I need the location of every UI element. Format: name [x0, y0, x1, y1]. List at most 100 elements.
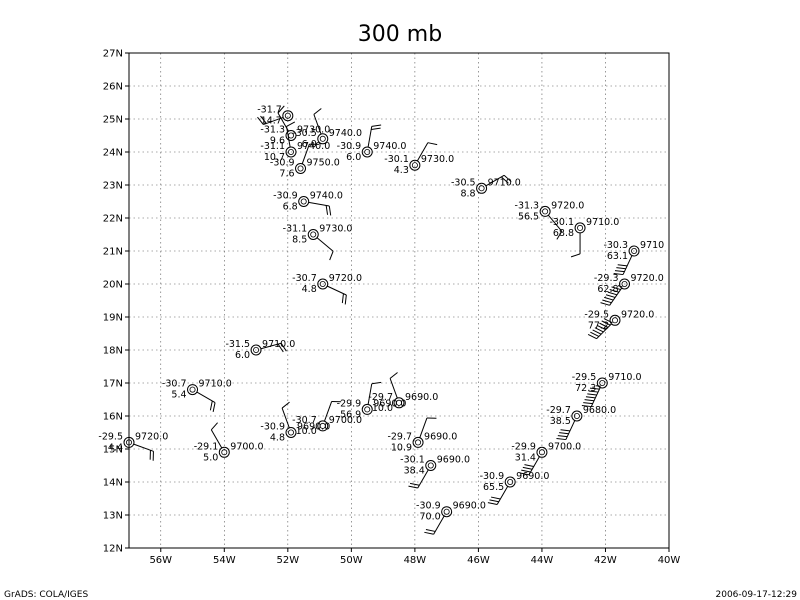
- chart-title: 300 mb: [358, 22, 442, 47]
- station-temperature: -29.5: [584, 309, 609, 320]
- station-markers: -31.714.7-31.39.69730.0-30.56.09740.0-31…: [98, 105, 664, 535]
- station-model: -31.356.5 9720.0: [515, 200, 584, 240]
- station-circle-inner: [287, 429, 294, 436]
- y-tick-label: 22N: [103, 214, 123, 225]
- x-tick-label: 40W: [658, 555, 681, 566]
- station-height: 9690.0: [297, 422, 330, 433]
- wind-barb-shaft: [590, 387, 601, 407]
- station-temperature: -29.5: [98, 431, 123, 442]
- station-height: 9710.0: [262, 339, 295, 350]
- wind-barb-shaft: [327, 285, 347, 296]
- station-circle-outer: [218, 446, 230, 458]
- wind-barb-shaft: [367, 383, 373, 405]
- station-circle-outer: [285, 427, 297, 438]
- y-tick-label: 12N: [103, 544, 123, 555]
- wind-barb-shaft: [485, 174, 505, 187]
- station-dewpoint: 70.0: [419, 512, 440, 523]
- station-circle-outer: [425, 460, 437, 471]
- y-tick-label: 23N: [103, 181, 123, 192]
- wind-barb-shaft: [263, 116, 284, 126]
- station-model: -30.96.0 9740.0: [337, 124, 406, 163]
- station-height: 9690.0: [516, 471, 549, 482]
- station-circle-outer: [539, 205, 551, 217]
- station-circle-outer: [441, 506, 453, 518]
- station-circle-outer: [285, 146, 297, 158]
- wind-barb-feather: [616, 267, 626, 270]
- station-height: 9690.0: [373, 398, 406, 409]
- station-temperature: -29.7: [387, 431, 412, 442]
- station-model: -31.18.5 9730.0: [283, 224, 352, 261]
- wind-barb-feather: [560, 429, 571, 432]
- station-temperature: -29.3: [594, 273, 619, 284]
- y-tick-label: 27N: [103, 49, 123, 60]
- y-tick-label: 18N: [103, 346, 123, 357]
- wind-barb-feather: [581, 404, 592, 408]
- station-model: -30.363.1 9710: [603, 240, 664, 276]
- station-model: -30.94.8 9690.0: [260, 401, 330, 444]
- wind-barb-feather: [587, 393, 597, 396]
- wind-barb-shaft: [622, 255, 633, 275]
- wind-barb-feather: [556, 437, 566, 441]
- station-temperature: -29.7: [368, 392, 393, 403]
- station-model: -30.96.8 9740.0: [273, 191, 343, 216]
- station-circle-inner: [319, 280, 326, 287]
- station-circle-inner: [284, 112, 291, 119]
- station-temperature: -30.9: [270, 158, 295, 169]
- station-model: -30.58.8 9710.0: [451, 174, 521, 199]
- station-circle-inner: [310, 231, 317, 238]
- station-height: 9740.0: [373, 141, 406, 152]
- station-height: 9680.0: [583, 405, 616, 416]
- wind-barb-feather: [501, 176, 509, 184]
- station-dewpoint: 7.6: [279, 169, 294, 180]
- station-circle-outer: [409, 159, 421, 171]
- wind-barb-feather: [329, 251, 334, 261]
- station-model: -29.710.9 9690.0: [387, 417, 457, 453]
- station-model: -30.138.4 9690.0: [400, 455, 470, 489]
- station-height: 9740.0: [297, 141, 330, 152]
- station-model: -29.572.3 9710.0: [572, 372, 642, 408]
- wind-barb-feather: [344, 294, 347, 305]
- wind-barb-feather: [313, 108, 322, 115]
- station-model: -29.15.0 9700.0: [194, 422, 264, 463]
- station-height: 9700.0: [230, 441, 263, 452]
- station-circle-outer: [285, 130, 297, 141]
- station-temperature: -30.5: [451, 177, 476, 188]
- station-height: 9710.0: [608, 372, 641, 383]
- station-height: 9720.0: [551, 200, 584, 211]
- station-height: 9710.0: [488, 177, 521, 188]
- station-temperature: -31.1: [260, 141, 285, 152]
- y-tick-label: 20N: [103, 280, 123, 291]
- wind-barb-feather: [371, 124, 382, 127]
- wind-barb-shaft: [609, 287, 623, 306]
- wind-barb-shaft: [260, 342, 282, 350]
- wind-barb-shaft: [324, 401, 333, 422]
- station-circle-inner: [478, 185, 485, 192]
- wind-barb-feather: [286, 121, 296, 127]
- wind-barb-half-feather: [617, 285, 623, 288]
- wind-barb-feather: [490, 496, 501, 500]
- station-temperature: -30.7: [292, 273, 317, 284]
- station-dewpoint: 4.3: [394, 165, 409, 176]
- station-dewpoint: 10.7: [264, 152, 285, 163]
- station-circle-outer: [298, 196, 310, 207]
- y-tick-label: 13N: [103, 511, 123, 522]
- wind-barb-feather: [371, 127, 381, 131]
- plot-frame: [128, 52, 670, 549]
- x-axis: 56W 54W 52W 50W 48W 46W 44W 42W 40W: [149, 548, 680, 566]
- station-dewpoint: 5.0: [203, 452, 218, 463]
- y-tick-label: 14N: [103, 478, 123, 489]
- station-circle-inner: [319, 135, 326, 142]
- wind-barb-feather: [611, 286, 621, 291]
- wind-barb-shaft: [416, 142, 429, 162]
- station-circle-outer: [307, 229, 319, 240]
- station-model: -29.738.5 9680.0: [546, 405, 616, 441]
- station-circle-outer: [619, 278, 631, 290]
- station-temperature: -29.5: [572, 372, 597, 383]
- wind-barb-shaft: [308, 201, 330, 207]
- station-circle-inner: [395, 399, 402, 406]
- station-circle-inner: [297, 165, 304, 172]
- wind-barb-shaft: [196, 391, 216, 404]
- station-model: -29.931.4 9700.0: [511, 441, 581, 476]
- wind-barb-feather: [424, 531, 434, 535]
